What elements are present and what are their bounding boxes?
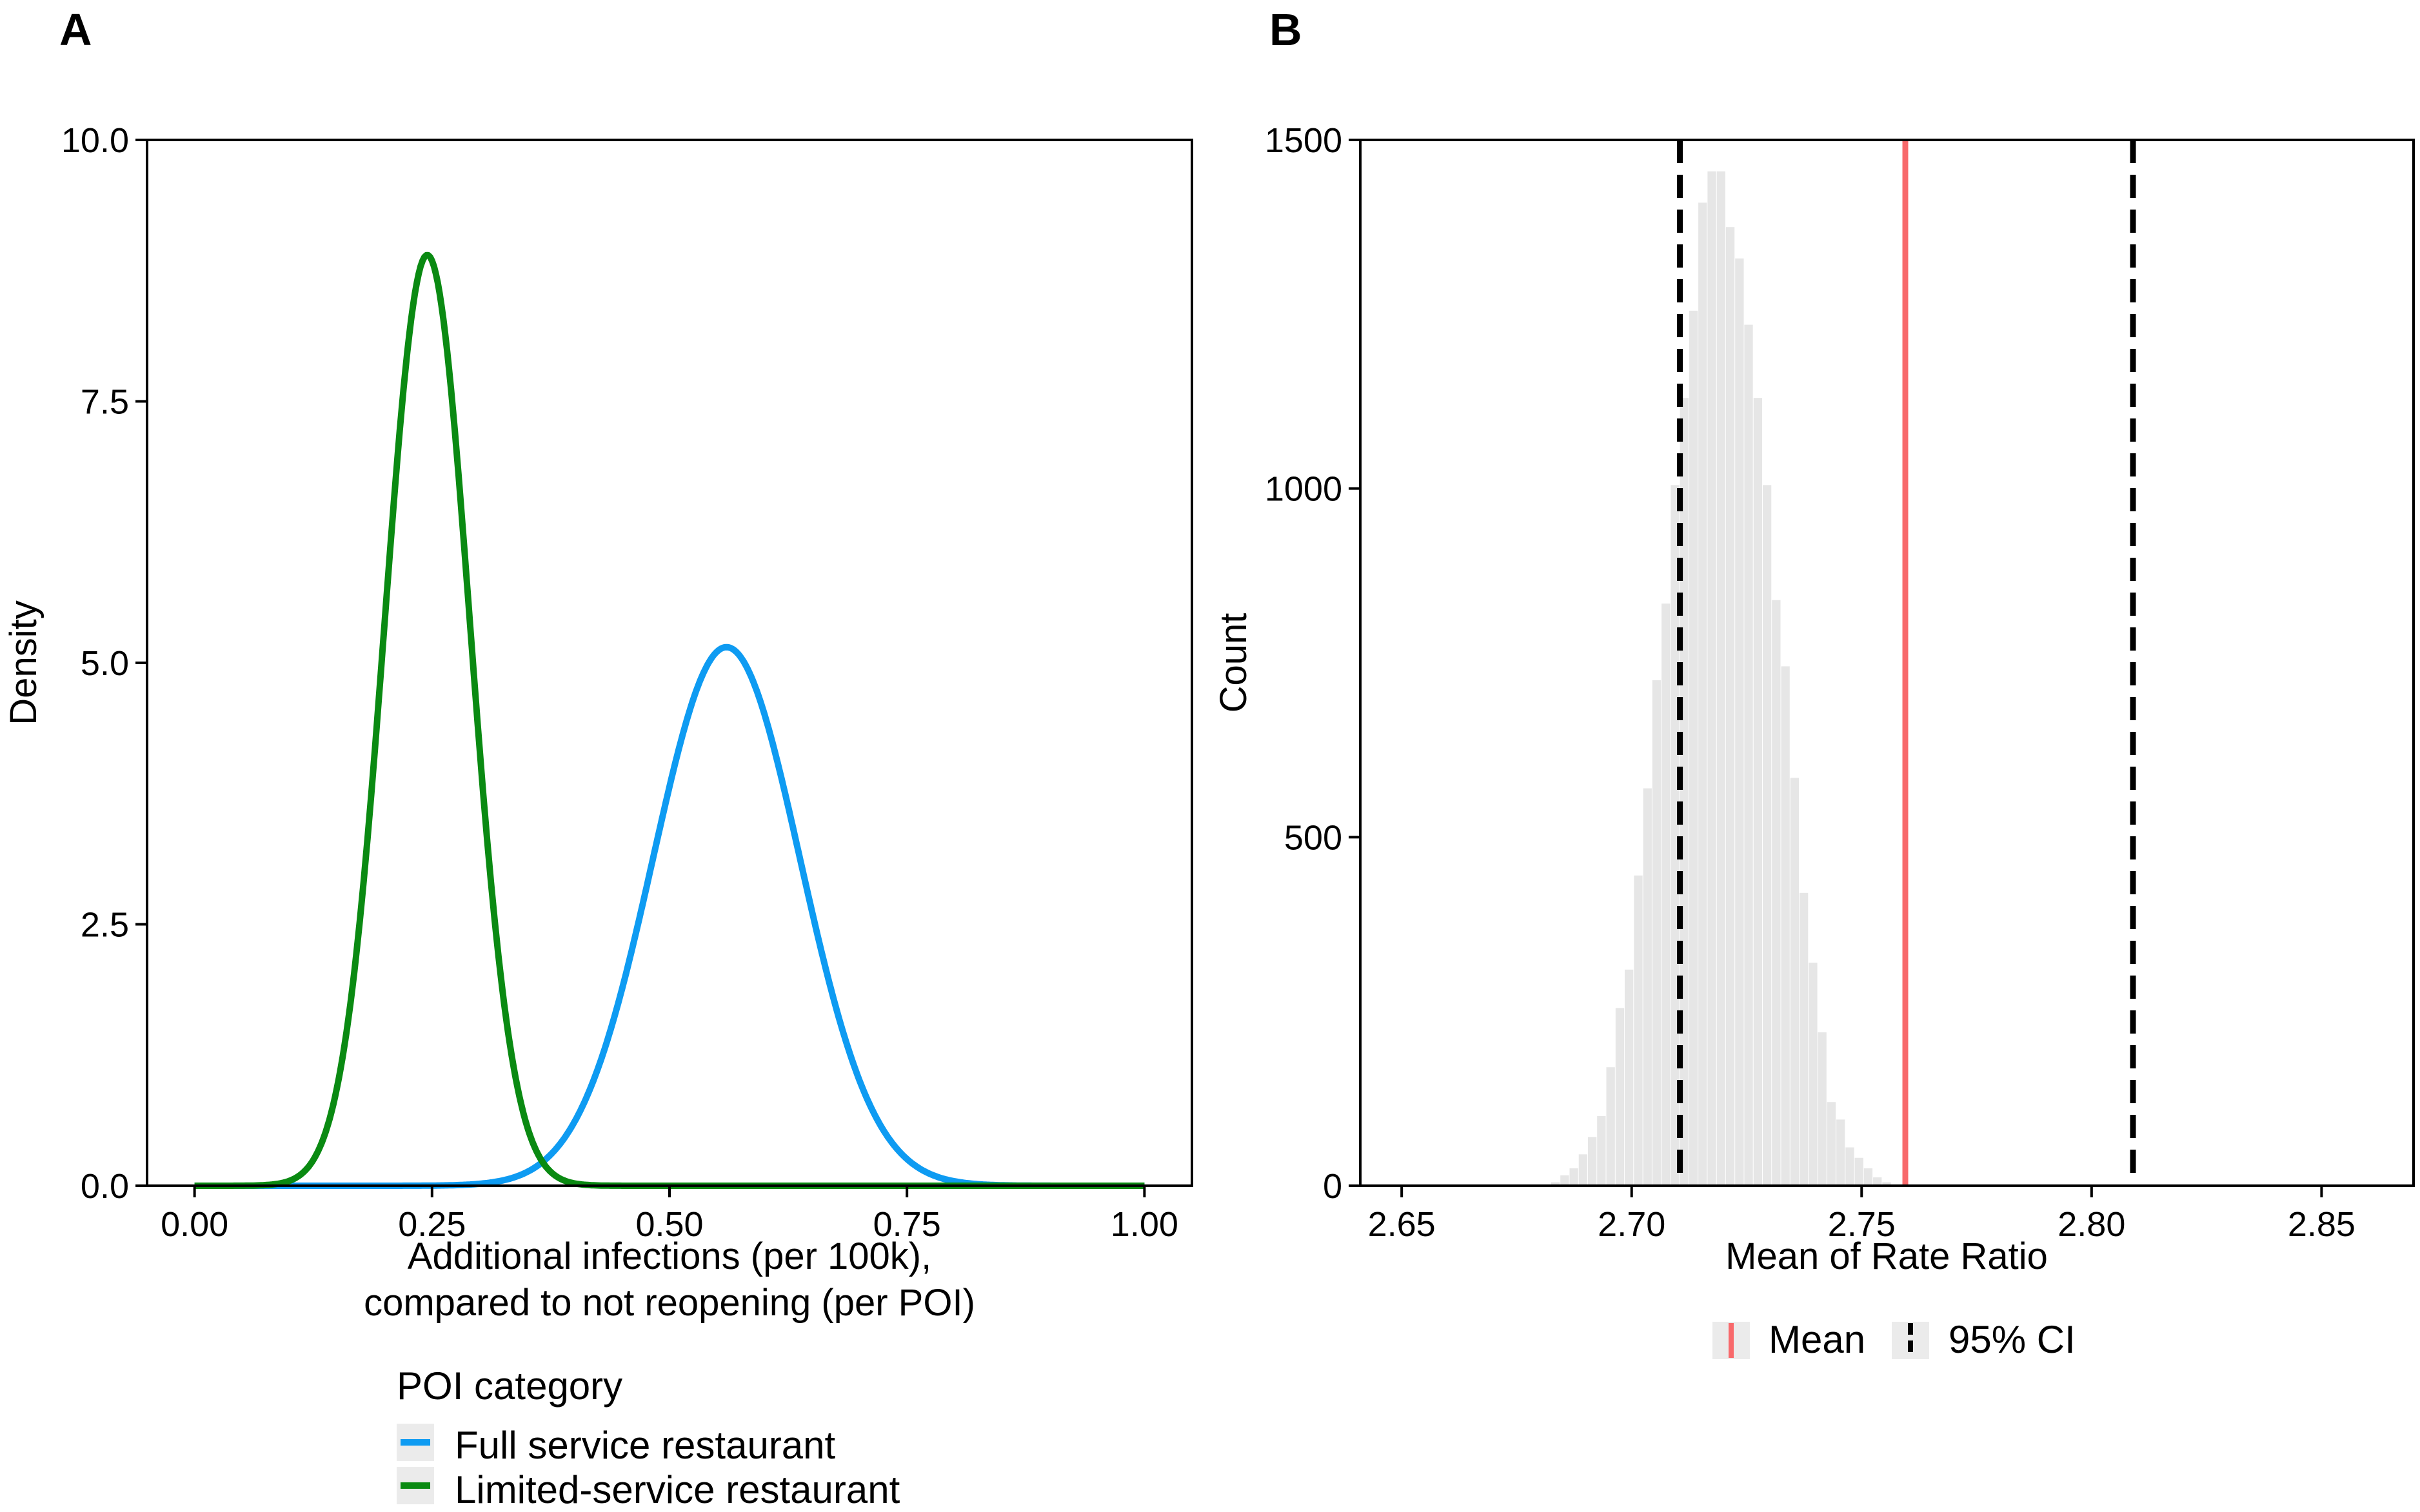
histogram-bar xyxy=(1781,666,1790,1186)
histogram-bar xyxy=(1551,1182,1560,1186)
histogram-bar xyxy=(1625,969,1634,1186)
histogram-bar xyxy=(1863,1168,1873,1186)
histogram-bar xyxy=(1560,1175,1569,1186)
histogram-bar xyxy=(1882,1182,1891,1186)
a-legend-label-full-service: Full service restaurant xyxy=(455,1424,836,1467)
a-y-tick-label: 7.5 xyxy=(81,383,129,422)
a-x-tick-label: 0.50 xyxy=(635,1205,703,1244)
b-reference-lines xyxy=(1677,140,2136,1186)
histogram-bar xyxy=(1763,485,1772,1186)
a-x-axis: 0.00 0.25 0.50 0.75 1.00 xyxy=(161,1186,1178,1244)
a-y-tick-label: 5.0 xyxy=(81,644,129,683)
a-density-line-limited-service xyxy=(193,251,1146,1189)
a-y-tick-label: 2.5 xyxy=(81,906,129,945)
histogram-bar xyxy=(1772,600,1781,1186)
histogram-bar xyxy=(1578,1154,1587,1186)
a-plot-layer xyxy=(193,251,1146,1189)
b-x-tick-label: 2.75 xyxy=(1828,1205,1896,1244)
b-legend-label-mean: Mean xyxy=(1769,1318,1865,1361)
histogram-bar xyxy=(1588,1137,1597,1186)
b-x-tick-label: 2.70 xyxy=(1598,1205,1665,1244)
b-x-tick-label: 2.65 xyxy=(1368,1205,1436,1244)
a-y-tick-label: 10.0 xyxy=(61,121,129,160)
histogram-bar xyxy=(1716,171,1725,1186)
histogram-bar xyxy=(1597,1115,1606,1186)
b-x-axis-title: Mean of Rate Ratio xyxy=(1725,1235,2048,1277)
a-plot-frame xyxy=(146,139,1193,1187)
b-x-tick-label: 2.85 xyxy=(2288,1205,2356,1244)
a-x-tick-label: 0.25 xyxy=(398,1205,466,1244)
a-x-tick-label: 0.75 xyxy=(873,1205,941,1244)
histogram-bar xyxy=(1827,1102,1836,1186)
histogram-bar xyxy=(1790,778,1799,1186)
b-plot-frame xyxy=(1359,139,2415,1187)
density-chart: 0.0 2.5 5.0 7.5 10.0 0.00 0.25 0.50 0.75 1.00 De… xyxy=(3,121,1193,1511)
panel-label-a: A xyxy=(59,5,92,55)
histogram-bar xyxy=(1735,258,1744,1186)
histogram-bar xyxy=(1809,963,1818,1186)
histogram-bar xyxy=(1615,1008,1625,1186)
histogram-bar xyxy=(1800,892,1809,1186)
a-y-axis: 0.0 2.5 5.0 7.5 10.0 xyxy=(61,121,147,1206)
histogram-bar xyxy=(1634,875,1643,1186)
b-y-tick-label: 1500 xyxy=(1265,121,1342,160)
a-y-tick-label: 0.0 xyxy=(81,1167,129,1206)
histogram-bar xyxy=(1836,1119,1845,1186)
histogram-bar xyxy=(1845,1147,1854,1186)
histogram-bar xyxy=(1606,1067,1615,1186)
histogram-bar xyxy=(1854,1157,1863,1186)
panel-label-b: B xyxy=(1269,5,1302,55)
a-y-axis-title: Density xyxy=(3,600,45,725)
a-x-axis-title-line2: compared to not reopening (per POI) xyxy=(364,1282,975,1324)
histogram-bar xyxy=(1652,680,1661,1186)
b-x-axis: 2.65 2.70 2.75 2.80 2.85 xyxy=(1368,1186,2356,1244)
a-x-tick-label: 1.00 xyxy=(1111,1205,1178,1244)
a-x-axis-title-line1: Additional infections (per 100k), xyxy=(408,1235,931,1277)
b-y-tick-label: 1000 xyxy=(1265,470,1342,509)
b-y-axis-title: Count xyxy=(1213,613,1255,713)
b-y-tick-label: 0 xyxy=(1323,1167,1342,1206)
a-x-tick-label: 0.00 xyxy=(161,1205,228,1244)
histogram-bar xyxy=(1643,788,1652,1186)
b-y-tick-label: 500 xyxy=(1284,818,1342,857)
b-legend-label-ci: 95% CI xyxy=(1949,1318,2076,1361)
b-legend: Mean 95% CI xyxy=(1712,1318,2076,1361)
histogram-bar xyxy=(1818,1032,1827,1186)
b-bars-layer xyxy=(1551,171,1891,1186)
b-x-tick-label: 2.80 xyxy=(2058,1205,2125,1244)
b-y-axis: 0 500 1000 1500 xyxy=(1265,121,1360,1206)
histogram-bar xyxy=(1689,310,1698,1186)
histogram-bar xyxy=(1753,398,1762,1186)
a-density-line-full-service xyxy=(193,643,1146,1189)
histogram-bar xyxy=(1698,202,1707,1186)
histogram-bar xyxy=(1661,604,1671,1186)
histogram-bar xyxy=(1873,1177,1882,1186)
a-legend: POI category Full service restaurant Lim… xyxy=(397,1364,900,1511)
a-legend-label-limited-service: Limited-service restaurant xyxy=(455,1468,900,1511)
a-legend-title: POI category xyxy=(397,1364,622,1408)
histogram-bar xyxy=(1569,1168,1578,1186)
histogram-bar xyxy=(1707,171,1716,1186)
histogram-bar xyxy=(1725,227,1735,1186)
histogram-bar xyxy=(1744,324,1753,1186)
